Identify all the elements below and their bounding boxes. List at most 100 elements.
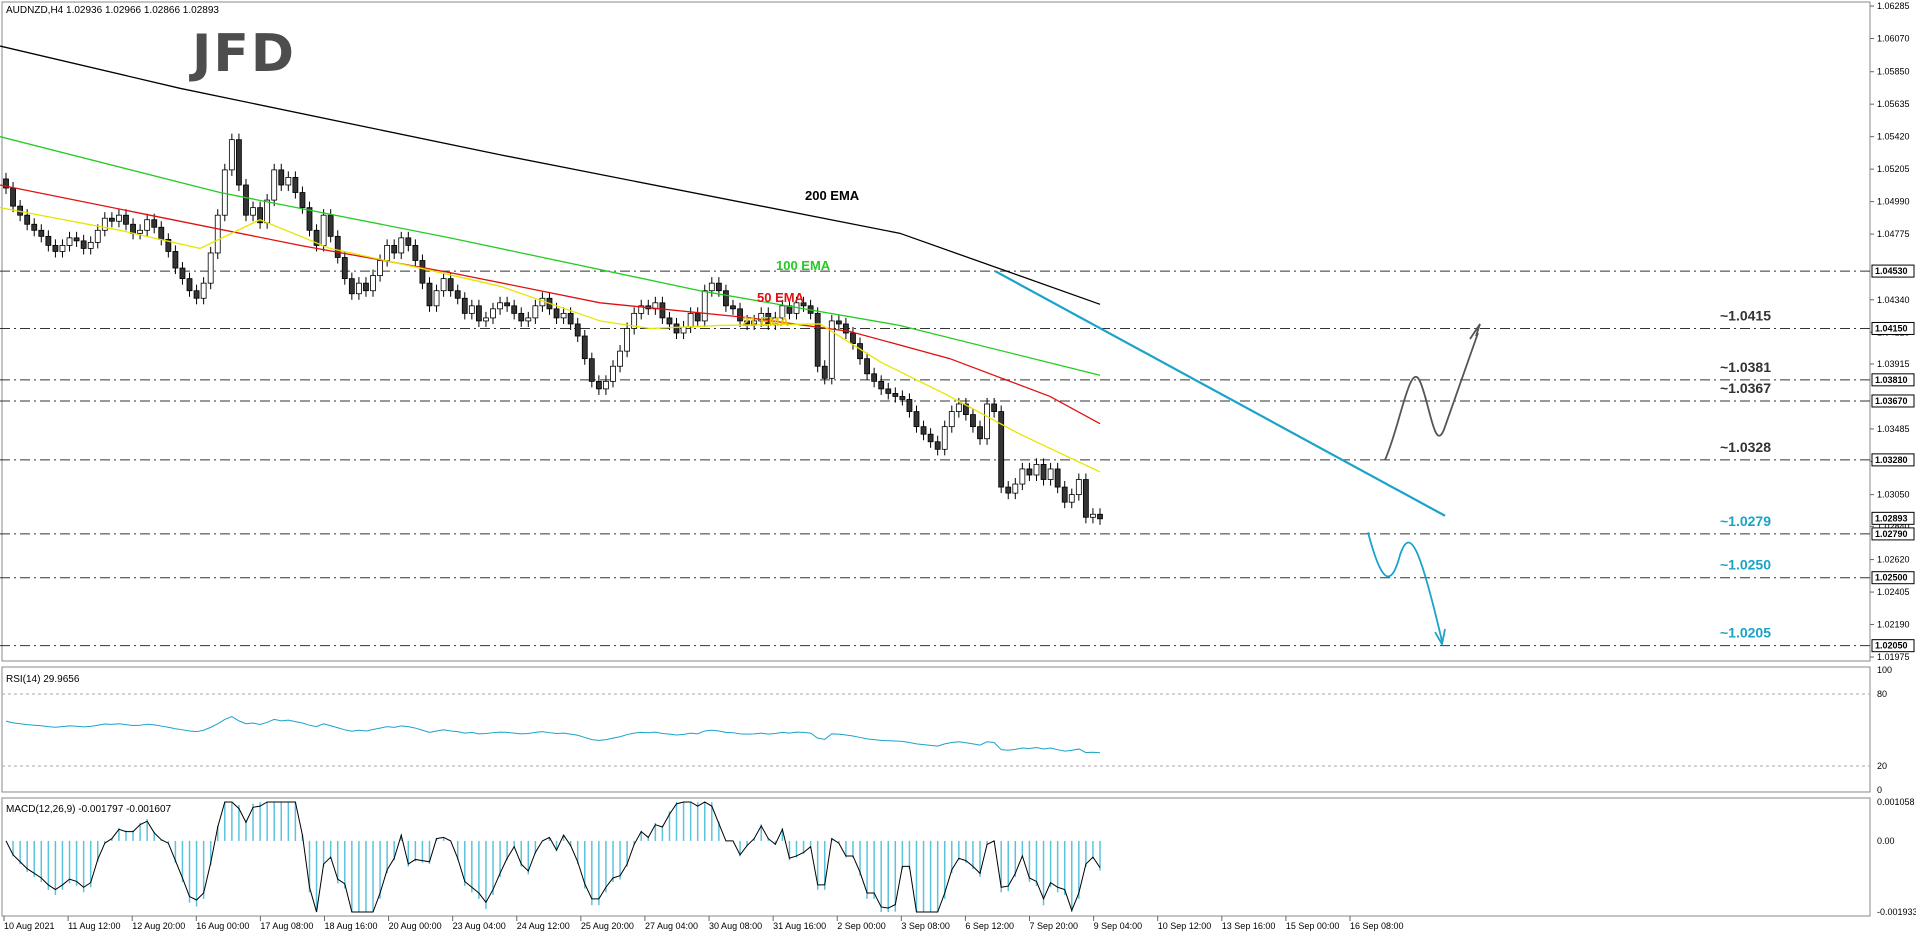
time-tick-label: 10 Sep 12:00 (1158, 921, 1212, 931)
candle-body (327, 214, 334, 237)
candle-body (991, 403, 998, 412)
candle-body (758, 312, 765, 322)
time-tick-label: 18 Aug 16:00 (324, 921, 377, 931)
macd-tick-label: 0.00 (1877, 836, 1895, 846)
candle-body (934, 441, 941, 450)
candle-body (694, 312, 701, 322)
candle-body (744, 320, 750, 325)
candle-body (172, 251, 179, 269)
candle-body (610, 365, 616, 382)
price-highlight-label: 1.02050 (1875, 641, 1908, 651)
candle-body (356, 282, 362, 295)
candles (3, 133, 1103, 525)
price-axis: 1.06285 1.06070 1.05850 1.05635 1.05420 1.052… (1870, 1, 1915, 662)
candle-body (454, 290, 461, 299)
candle-body (228, 139, 235, 171)
level-label: ~1.0381 (1720, 359, 1771, 375)
level-label: ~1.0250 (1720, 557, 1771, 573)
candle-body (405, 237, 412, 246)
price-highlight-label: 1.04530 (1875, 266, 1908, 276)
candle-body (659, 302, 666, 319)
candle-body (617, 350, 623, 367)
price-highlight-label: 1.03810 (1875, 375, 1908, 385)
candle-body (588, 358, 595, 382)
candle-body (701, 290, 708, 322)
price-highlight-box (1871, 453, 1915, 467)
candle-body (426, 282, 433, 307)
candle-body (10, 187, 16, 207)
time-tick-label: 16 Sep 08:00 (1350, 921, 1404, 931)
candle-body (843, 323, 849, 334)
candle-body (920, 426, 927, 435)
candle-body (962, 403, 969, 415)
ema-lines: 200 EMA 100 EMA 50 EMA 21 EMA (0, 45, 1101, 473)
candle-body (271, 169, 278, 201)
candle-body (440, 278, 447, 292)
candle-body (892, 393, 899, 397)
candle-body (1019, 468, 1026, 485)
price-highlight-box (1871, 394, 1915, 408)
candle-body (1047, 468, 1054, 480)
candle-body (123, 214, 129, 225)
level-label: ~1.0279 (1720, 513, 1771, 529)
candle-body (885, 388, 892, 394)
candle-body (1075, 479, 1082, 496)
ema-line (0, 136, 1101, 376)
candle-body (941, 426, 948, 450)
candle-body (490, 308, 496, 319)
candle-body (927, 433, 934, 443)
price-highlight-box (1871, 321, 1915, 335)
downtrend-line (994, 270, 1446, 517)
candle-body (24, 214, 31, 225)
ema-label: 50 EMA (757, 290, 805, 305)
candle-body (871, 373, 878, 382)
candle-body (737, 308, 743, 322)
level-label: ~1.0415 (1720, 307, 1771, 323)
candle-body (243, 184, 249, 216)
price-tick-label: 1.01975 (1877, 652, 1910, 662)
candle-body (560, 312, 567, 319)
price-highlight-box (1871, 264, 1915, 278)
price-tick-label: 1.04990 (1877, 197, 1910, 207)
candle-body (236, 139, 242, 186)
ema-line (0, 207, 1101, 473)
macd-tick-label: -0.001933 (1877, 907, 1916, 917)
price-highlight-label: 1.03670 (1875, 396, 1908, 406)
time-tick-label: 23 Aug 04:00 (453, 921, 506, 931)
candle-body (87, 241, 94, 249)
time-tick-label: 13 Sep 16:00 (1222, 921, 1276, 931)
time-tick-label: 9 Sep 04:00 (1094, 921, 1143, 931)
time-tick-label: 15 Sep 00:00 (1286, 921, 1340, 931)
candle-body (214, 214, 221, 254)
jfd-logo: JFD (192, 24, 297, 84)
candle-body (80, 240, 87, 249)
candle-body (687, 312, 694, 328)
candle-body (384, 245, 391, 261)
candle-body (66, 237, 73, 246)
price-tick-label: 1.04775 (1877, 229, 1910, 239)
candle-body (137, 229, 144, 234)
candle-body (977, 426, 983, 440)
candle-body (1082, 479, 1089, 518)
price-tick-label: 1.02840 (1877, 521, 1910, 531)
time-tick-label: 27 Aug 04:00 (645, 921, 698, 931)
candle-body (751, 320, 758, 325)
price-highlight-label: 1.04150 (1875, 323, 1908, 333)
horizontal-levels: ~1.0415 ~1.0381 ~1.0367 ~1.0328 ~1.0279 ~1.02… (0, 270, 1870, 647)
candle-body (250, 207, 256, 216)
price-tick-label: 1.02620 (1877, 555, 1910, 565)
candle-body (3, 178, 9, 189)
candle-body (320, 214, 327, 246)
time-tick-label: 3 Sep 08:00 (901, 921, 950, 931)
price-tick-label: 1.06070 (1877, 33, 1910, 43)
candle-body (398, 237, 405, 254)
candle-body (595, 380, 602, 390)
candle-body (59, 245, 66, 252)
candle-body (708, 282, 715, 292)
main-panel-frame (1, 1, 1871, 662)
price-tick-label: 1.05850 (1877, 67, 1910, 77)
price-highlight-label: 1.03280 (1875, 455, 1908, 465)
candle-body (525, 317, 532, 322)
candle-body (511, 305, 518, 314)
candle-body (313, 229, 320, 246)
